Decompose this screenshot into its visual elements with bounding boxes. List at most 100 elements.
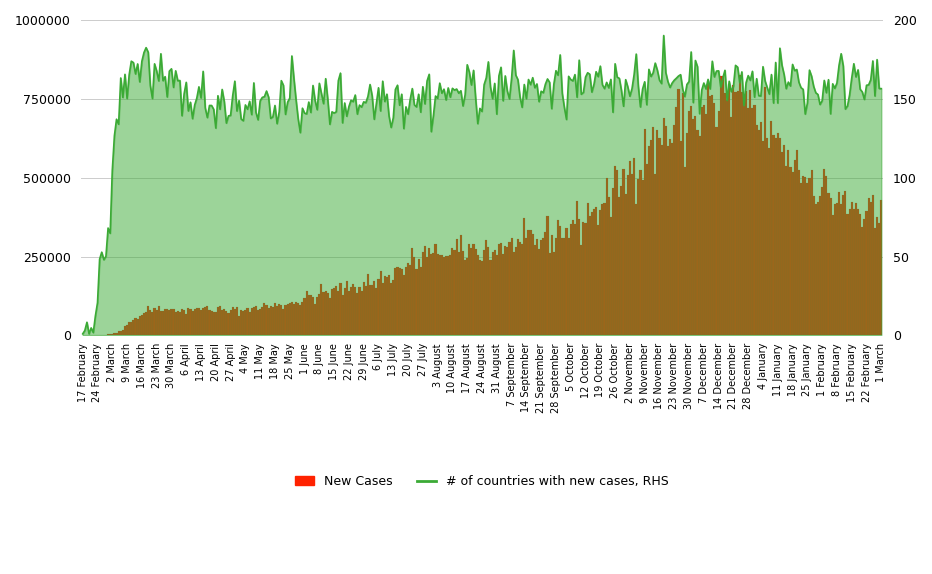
Bar <box>445 257 447 335</box>
Bar <box>369 285 371 335</box>
Bar <box>424 246 426 335</box>
Bar <box>834 204 836 335</box>
Bar <box>314 304 316 335</box>
Bar <box>534 245 536 335</box>
Bar <box>232 307 234 335</box>
Bar <box>459 235 462 335</box>
Bar <box>306 292 308 335</box>
Bar <box>866 211 868 335</box>
Bar <box>447 255 449 335</box>
Bar <box>174 312 177 335</box>
Bar <box>122 329 124 335</box>
Bar <box>316 297 318 335</box>
Bar <box>422 252 424 335</box>
Bar <box>586 203 589 335</box>
Bar <box>773 135 774 335</box>
Bar <box>333 288 336 335</box>
Bar <box>212 312 214 335</box>
Bar <box>758 130 760 335</box>
Bar <box>541 240 542 335</box>
Bar <box>474 249 477 335</box>
Bar <box>254 305 257 335</box>
Bar <box>318 294 321 335</box>
Bar <box>274 303 276 335</box>
Bar <box>244 310 246 335</box>
Bar <box>629 161 631 335</box>
Bar <box>384 276 386 335</box>
Bar <box>253 308 254 335</box>
Bar <box>259 309 261 335</box>
Bar <box>713 103 716 335</box>
Bar <box>798 170 800 335</box>
Bar <box>521 244 523 335</box>
Bar <box>684 166 686 335</box>
Bar <box>162 311 164 335</box>
Bar <box>344 288 346 335</box>
Bar <box>156 311 158 335</box>
Bar <box>394 267 396 335</box>
Bar <box>462 251 464 335</box>
Bar <box>686 133 688 335</box>
Bar <box>751 108 753 335</box>
Bar <box>364 286 367 335</box>
Bar <box>187 308 189 335</box>
Bar <box>553 251 555 335</box>
Bar <box>226 311 227 335</box>
Bar <box>859 214 861 335</box>
Bar <box>531 234 534 335</box>
Bar <box>234 309 236 335</box>
Bar <box>844 191 846 335</box>
Bar <box>783 145 785 335</box>
Bar <box>853 209 855 335</box>
Bar <box>134 319 137 335</box>
Bar <box>299 305 301 335</box>
Bar <box>249 312 251 335</box>
Bar <box>336 285 337 335</box>
Bar <box>183 311 185 335</box>
Bar <box>206 306 209 335</box>
Bar <box>327 293 329 335</box>
Bar <box>648 146 650 335</box>
Bar <box>164 309 166 335</box>
Bar <box>663 118 665 335</box>
Bar <box>331 289 333 335</box>
Bar <box>816 202 819 335</box>
Bar <box>379 272 381 335</box>
Bar <box>840 204 843 335</box>
Bar <box>813 196 815 335</box>
Bar <box>621 186 623 335</box>
Bar <box>381 283 384 335</box>
Bar <box>555 238 557 335</box>
Bar <box>267 308 269 335</box>
Bar <box>633 158 636 335</box>
Bar <box>608 197 610 335</box>
Bar <box>399 267 401 335</box>
Bar <box>489 260 491 335</box>
Bar <box>669 139 671 335</box>
Bar <box>811 170 813 335</box>
Bar <box>436 254 439 335</box>
Bar <box>559 226 561 335</box>
Bar <box>143 312 145 335</box>
Bar <box>584 223 586 335</box>
Bar <box>217 307 219 335</box>
Bar <box>221 309 223 335</box>
Bar <box>321 284 322 335</box>
Bar <box>656 130 658 335</box>
Bar <box>679 141 681 335</box>
Bar <box>614 166 616 335</box>
Bar <box>774 138 776 335</box>
Bar <box>756 125 758 335</box>
Bar <box>705 114 707 335</box>
Bar <box>563 238 566 335</box>
Bar <box>179 312 181 335</box>
Bar <box>111 334 114 335</box>
Bar <box>223 309 226 335</box>
Bar <box>788 150 789 335</box>
Bar <box>169 310 171 335</box>
Bar <box>451 248 454 335</box>
Bar <box>551 235 553 335</box>
Bar <box>312 297 314 335</box>
Bar <box>557 220 559 335</box>
Bar <box>295 302 297 335</box>
